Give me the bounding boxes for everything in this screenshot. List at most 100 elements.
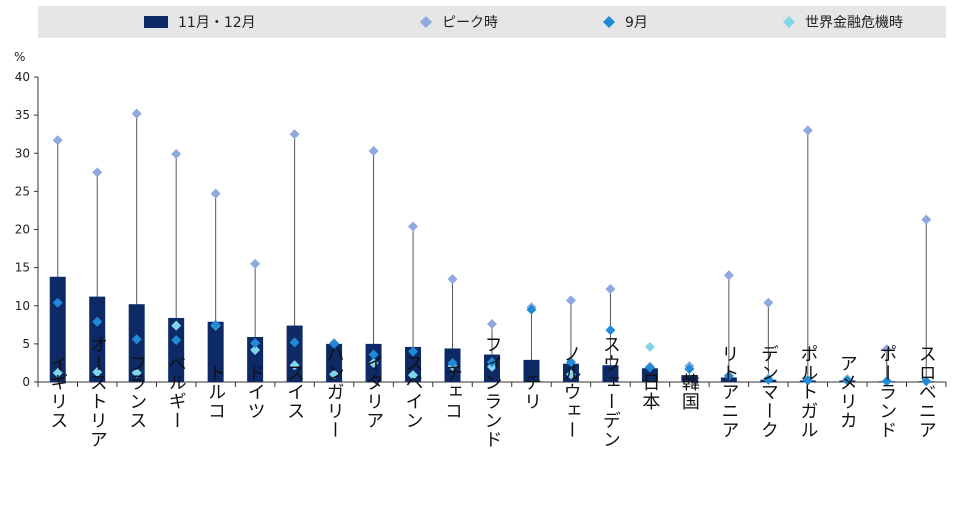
x-tick-label: 韓国 [679, 373, 700, 411]
x-axis-labels: イギリス オーストリア フランス ベルギー トルコ ドイツ スイス ハンガリー イタリア スペイン… [47, 335, 937, 449]
marker-peak [447, 274, 458, 285]
x-tick-label: リトアニア [718, 345, 739, 440]
marker-peak [881, 344, 892, 355]
x-tick-label: スイス [284, 364, 305, 421]
x-tick-label: ポーランド [876, 344, 897, 439]
marker-sep [684, 364, 695, 375]
x-tick-label: イタリア [363, 354, 384, 430]
x-tick-label: オーストリア [87, 335, 108, 449]
x-tick-label: イギリス [47, 354, 68, 430]
marker-gfc [289, 360, 300, 371]
x-tick-label: ドイツ [245, 364, 266, 421]
marker-peak [565, 295, 576, 306]
legend-label-bar: 11月・12月 [178, 15, 256, 31]
marker-sep [289, 337, 300, 348]
marker-gfc [644, 341, 655, 352]
marker-gfc [250, 344, 261, 355]
y-tick-label: 20 [15, 223, 30, 237]
marker-peak [605, 283, 616, 294]
x-tick-label: ポルトガル [797, 344, 818, 439]
x-tick-label: 日本 [639, 373, 660, 411]
x-tick-label: ベルギー [166, 354, 187, 430]
y-tick-label: 5 [22, 337, 30, 351]
marker-peak [289, 129, 300, 140]
bar [326, 343, 343, 382]
bar [405, 346, 422, 382]
y-axis-label: % [14, 50, 25, 64]
x-tick-label: アメリカ [837, 354, 858, 430]
marker-gfc [565, 369, 576, 380]
marker-gfc [52, 367, 63, 378]
marker-sep [171, 335, 182, 346]
x-tick-label: フランス [126, 354, 147, 430]
marker-sep [723, 370, 734, 381]
marker-peak [487, 319, 497, 330]
marker-sep [605, 325, 616, 336]
bar [523, 359, 540, 382]
x-tick-label: スペイン [403, 354, 424, 430]
marker-peak [408, 221, 419, 232]
marker-peak [921, 214, 932, 225]
marker-gfc [329, 369, 340, 380]
marker-sep [842, 375, 853, 386]
marker-sep [763, 374, 774, 385]
x-tick-label: フィンランド [482, 335, 503, 449]
marker-sep [526, 304, 537, 315]
bar [89, 296, 106, 382]
legend-swatch-bar-icon [144, 16, 168, 28]
x-tick-label: チェコ [442, 364, 463, 421]
bar [168, 317, 185, 382]
legend-diamond-sep-icon [603, 16, 615, 28]
marker-peak [250, 258, 261, 269]
marker-gfc [368, 357, 379, 368]
legend-item-peak: ピーク時 [420, 6, 498, 38]
marker-peak [92, 167, 103, 178]
marker-sep [644, 362, 655, 373]
y-tick-label: 40 [15, 70, 30, 84]
marker-sep [250, 338, 261, 349]
bar [602, 365, 619, 382]
marker-sep [408, 346, 419, 357]
marker-sep [131, 334, 142, 345]
bar [286, 325, 303, 382]
marker-peak [171, 149, 182, 160]
legend-label-gfc: 世界金融危機時 [805, 15, 903, 31]
x-tick-label: ノルウェー [560, 345, 581, 440]
marker-peak [723, 270, 734, 281]
marker-gfc [408, 370, 419, 381]
marker-peak [210, 188, 221, 199]
marker-peak [368, 145, 379, 156]
markers [52, 108, 932, 387]
legend-diamond-gfc-icon [783, 16, 795, 28]
legend-item-gfc: 世界金融危機時 [783, 6, 903, 38]
x-tick-label: スロベニア [916, 345, 937, 440]
legend-item-bar: 11月・12月 [144, 6, 256, 38]
bars [49, 276, 935, 382]
x-tick-label: デンマーク [758, 344, 779, 439]
marker-gfc [131, 367, 142, 378]
y-tick-label: 15 [15, 261, 30, 275]
marker-peak [763, 297, 774, 308]
marker-sep [565, 357, 576, 368]
x-tick-label: ハンガリー [324, 345, 345, 440]
marker-gfc [171, 320, 182, 331]
marker-sep [329, 338, 340, 349]
legend-label-peak: ピーク時 [442, 15, 498, 31]
x-tick-label: スウェーデン [600, 335, 621, 449]
y-tick-label: 25 [15, 184, 30, 198]
marker-sep [210, 319, 221, 330]
marker-sep [881, 376, 892, 387]
marker-peak [52, 135, 63, 146]
marker-sep [368, 349, 379, 360]
marker-sep [447, 357, 458, 368]
legend: 11月・12月 ピーク時 9月 世界金融危機時 [38, 6, 946, 38]
y-tick-label: 30 [15, 146, 30, 160]
bar [207, 321, 224, 382]
x-tick-label: トルコ [205, 364, 226, 421]
y-tick-label: 35 [15, 108, 30, 122]
marker-sep [802, 375, 813, 386]
bar [681, 375, 698, 382]
bar [641, 368, 658, 382]
marker-sep [921, 376, 932, 387]
